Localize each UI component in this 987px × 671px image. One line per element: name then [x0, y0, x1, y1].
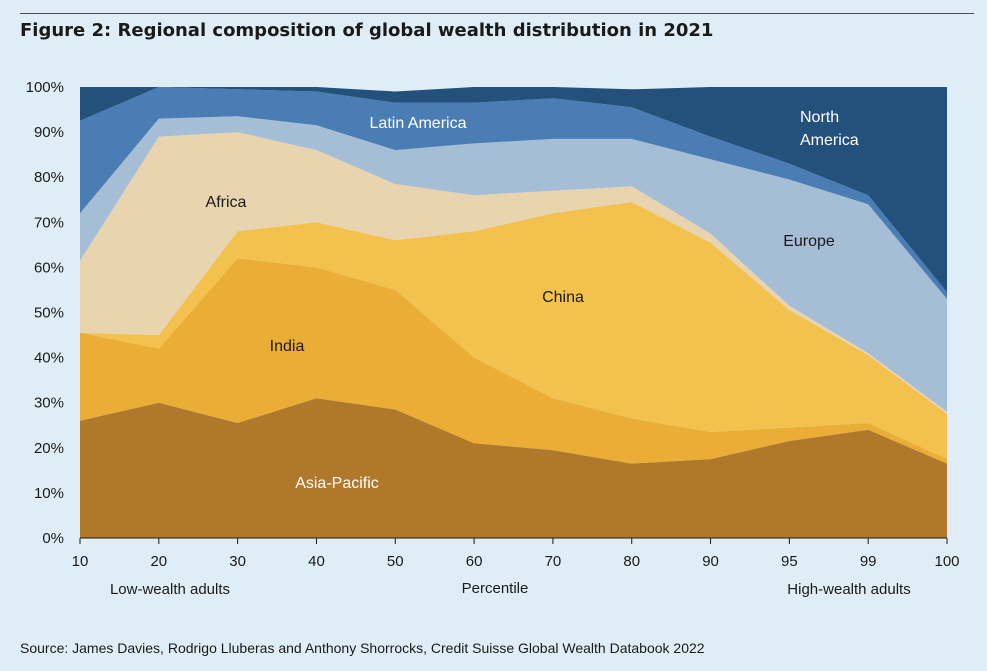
y-tick-label: 50%: [34, 305, 64, 322]
y-tick-label: 20%: [34, 440, 64, 457]
x-tick-label: 60: [466, 553, 483, 570]
area-series-0: [80, 398, 947, 538]
x-tick-label: 50: [387, 553, 404, 570]
x-axis-title: Percentile: [462, 580, 529, 597]
chart-title: Figure 2: Regional composition of global…: [20, 20, 714, 41]
label-india: India: [270, 338, 305, 355]
area-series-8: [80, 87, 947, 293]
area-series-7: [80, 87, 947, 299]
x-tick-label: 80: [623, 553, 640, 570]
area-series-5: [80, 116, 947, 412]
x-axis-ticks: 10 20 30 40 50 60 70 80 90 95 99 100: [72, 538, 960, 570]
x-tick-label: 90: [702, 553, 719, 570]
source-note: Source: James Davies, Rodrigo Lluberas a…: [20, 640, 705, 656]
x-tick-label: 20: [150, 553, 167, 570]
y-tick-label: 30%: [34, 395, 64, 412]
label-china: China: [542, 289, 584, 306]
y-tick-label: 70%: [34, 214, 64, 231]
area-series-2: [80, 202, 947, 460]
label-europe: Europe: [783, 233, 835, 250]
x-tick-label: 30: [229, 553, 246, 570]
x-sublabel-low: Low-wealth adults: [110, 581, 230, 598]
area-layers: [80, 87, 947, 538]
y-axis-ticks: 0% 10% 20% 30% 40% 50% 60% 70% 80% 90% 100%: [26, 79, 64, 547]
label-africa: Africa: [206, 194, 247, 211]
y-tick-label: 40%: [34, 350, 64, 367]
area-series-4: [80, 132, 947, 414]
x-tick-label: 10: [72, 553, 89, 570]
y-tick-label: 60%: [34, 259, 64, 276]
x-tick-label: 95: [781, 553, 798, 570]
label-asia-pacific: Asia-Pacific: [295, 475, 379, 492]
x-tick-label: 40: [308, 553, 325, 570]
top-rule: [20, 13, 974, 14]
x-tick-label: 99: [860, 553, 877, 570]
x-tick-label: 70: [545, 553, 562, 570]
x-tick-label: 100: [934, 553, 959, 570]
y-tick-label: 100%: [26, 79, 64, 96]
label-north-america-line2: America: [800, 132, 859, 149]
x-sublabel-high: High-wealth adults: [787, 581, 910, 598]
y-tick-label: 0%: [42, 530, 64, 547]
label-north-america-line1: North: [800, 109, 839, 126]
y-tick-label: 80%: [34, 169, 64, 186]
label-latin-america: Latin America: [370, 115, 467, 132]
y-tick-label: 90%: [34, 124, 64, 141]
area-series-1: [80, 258, 947, 464]
area-chart: 0% 10% 20% 30% 40% 50% 60% 70% 80% 90% 100% 10 20 30…: [26, 79, 960, 598]
y-tick-label: 10%: [34, 485, 64, 502]
